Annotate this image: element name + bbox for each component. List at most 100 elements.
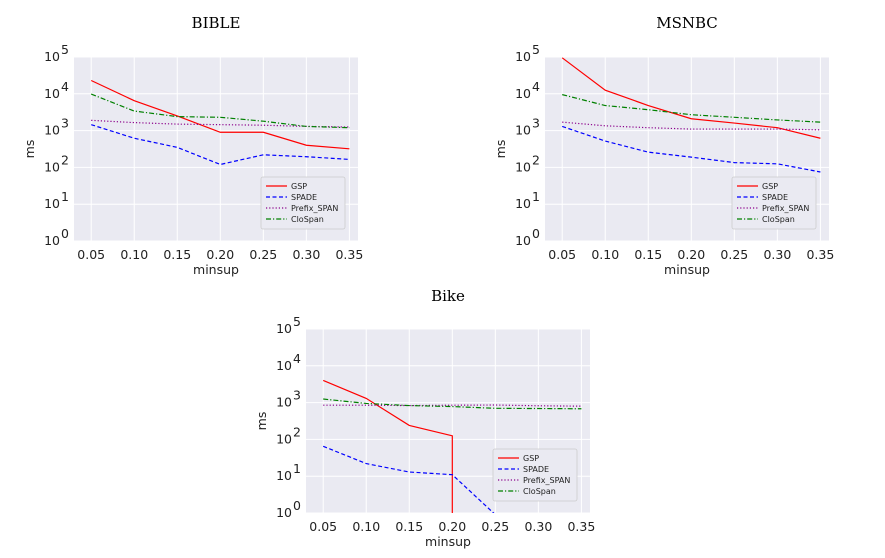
chart-title: Bike xyxy=(431,287,465,305)
x-tick-label: 0.35 xyxy=(806,247,834,262)
legend-entry: SPADE xyxy=(762,193,788,202)
x-tick-label: 0.30 xyxy=(292,247,320,262)
series-line-gsp xyxy=(90,79,350,150)
x-tick-label: 0.25 xyxy=(481,519,509,534)
x-tick-label: 0.25 xyxy=(720,247,748,262)
x-tick-label: 0.15 xyxy=(634,247,662,262)
y-tick-label: 10 xyxy=(44,159,60,174)
x-axis-label: minsup xyxy=(425,534,471,549)
y-axis-label: ms xyxy=(493,140,508,159)
legend: GSP SPADE Prefix_SPAN CloSpan xyxy=(492,448,578,502)
y-tick-exponent: 4 xyxy=(61,79,69,94)
y-tick-label: 10 xyxy=(44,49,60,64)
x-tick-label: 0.05 xyxy=(548,247,576,262)
legend-entry: Prefix_SPAN xyxy=(291,204,338,213)
series-line-prefix-span xyxy=(323,404,582,407)
y-tick-exponent: 1 xyxy=(532,189,540,204)
legend-box xyxy=(260,176,346,230)
series-group xyxy=(561,57,821,173)
x-tick-label: 0.20 xyxy=(438,519,466,534)
legend-entry: CloSpan xyxy=(291,215,324,224)
y-tick-label: 10 xyxy=(515,196,531,211)
y-tick-exponent: 2 xyxy=(532,152,540,167)
y-tick-exponent: 4 xyxy=(532,79,540,94)
legend-box xyxy=(731,176,817,230)
legend-entry: SPADE xyxy=(291,193,317,202)
y-tick-label: 10 xyxy=(276,395,292,410)
x-tick-label: 0.05 xyxy=(309,519,337,534)
y-tick-label: 10 xyxy=(276,505,292,520)
y-tick-exponent: 5 xyxy=(532,42,540,57)
legend: GSP SPADE Prefix_SPAN CloSpan xyxy=(731,176,817,230)
legend-entry: GSP xyxy=(762,182,778,191)
y-tick-label: 10 xyxy=(515,123,531,138)
chart-title: BIBLE xyxy=(192,14,241,32)
x-axis-label: minsup xyxy=(664,262,710,277)
series-line-spade xyxy=(562,125,821,173)
series-line-spade xyxy=(91,124,350,166)
x-tick-label: 0.10 xyxy=(591,247,619,262)
y-tick-label: 10 xyxy=(276,358,292,373)
y-tick-label: 10 xyxy=(44,86,60,101)
y-tick-exponent: 2 xyxy=(61,152,69,167)
chart-title: MSNBC xyxy=(656,14,718,32)
x-tick-label: 0.35 xyxy=(567,519,595,534)
y-tick-exponent: 3 xyxy=(293,388,301,403)
legend-entry: GSP xyxy=(291,182,307,191)
y-tick-label: 10 xyxy=(44,233,60,248)
x-axis-label: minsup xyxy=(193,262,239,277)
x-tick-label: 0.20 xyxy=(677,247,705,262)
y-tick-label: 10 xyxy=(515,159,531,174)
series-line-spade xyxy=(322,445,495,513)
y-tick-exponent: 4 xyxy=(293,351,301,366)
x-tick-label: 0.35 xyxy=(335,247,363,262)
y-tick-exponent: 2 xyxy=(293,424,301,439)
y-tick-exponent: 3 xyxy=(532,116,540,131)
x-tick-label: 0.05 xyxy=(77,247,105,262)
series-line-clospan xyxy=(323,398,582,410)
y-tick-label: 10 xyxy=(276,468,292,483)
x-tick-label: 0.20 xyxy=(206,247,234,262)
y-tick-label: 10 xyxy=(44,123,60,138)
x-tick-label: 0.15 xyxy=(395,519,423,534)
legend-entry: Prefix_SPAN xyxy=(523,476,570,485)
legend-entry: GSP xyxy=(523,454,539,463)
y-tick-label: 10 xyxy=(515,49,531,64)
y-tick-label: 10 xyxy=(276,321,292,336)
y-tick-label: 10 xyxy=(44,196,60,211)
series-line-gsp xyxy=(561,57,821,139)
legend-entry: SPADE xyxy=(523,465,549,474)
series-group xyxy=(322,379,582,513)
x-tick-label: 0.30 xyxy=(763,247,791,262)
series-line-clospan xyxy=(90,93,350,129)
y-tick-exponent: 5 xyxy=(293,314,301,329)
series-line-clospan xyxy=(562,94,821,123)
series-line-prefix-span xyxy=(562,121,821,131)
y-tick-label: 10 xyxy=(515,86,531,101)
x-tick-label: 0.10 xyxy=(120,247,148,262)
legend-entry: CloSpan xyxy=(523,487,556,496)
y-tick-exponent: 5 xyxy=(61,42,69,57)
legend: GSP SPADE Prefix_SPAN CloSpan xyxy=(260,176,346,230)
y-tick-exponent: 3 xyxy=(61,116,69,131)
legend-entry: CloSpan xyxy=(762,215,795,224)
y-tick-exponent: 0 xyxy=(293,498,301,513)
x-tick-label: 0.25 xyxy=(249,247,277,262)
series-line-prefix-span xyxy=(91,119,350,128)
y-tick-label: 10 xyxy=(276,431,292,446)
y-tick-exponent: 0 xyxy=(61,226,69,241)
x-tick-label: 0.30 xyxy=(524,519,552,534)
y-tick-exponent: 1 xyxy=(293,461,301,476)
legend-box xyxy=(492,448,578,502)
y-axis-label: ms xyxy=(254,412,269,431)
legend-entry: Prefix_SPAN xyxy=(762,204,809,213)
x-tick-label: 0.15 xyxy=(163,247,191,262)
series-group xyxy=(90,79,350,166)
y-tick-label: 10 xyxy=(515,233,531,248)
x-tick-label: 0.10 xyxy=(352,519,380,534)
series-line-gsp xyxy=(322,379,453,513)
